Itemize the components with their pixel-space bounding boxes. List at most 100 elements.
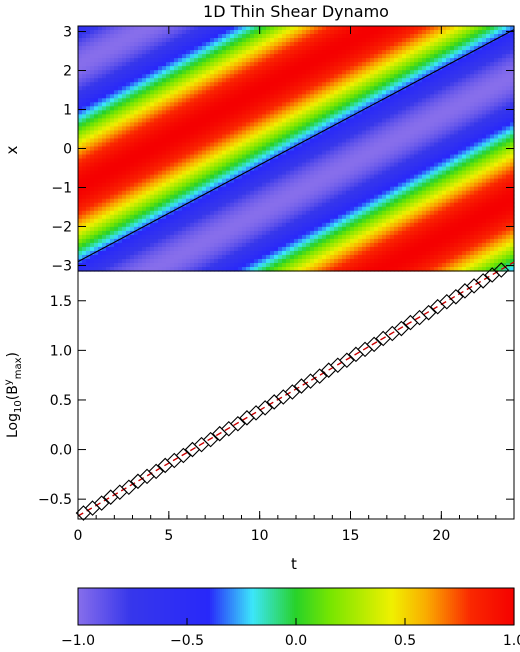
heatmap-cell bbox=[326, 34, 331, 39]
heatmap-cell bbox=[290, 194, 295, 200]
heatmap-cell bbox=[122, 46, 127, 51]
heatmap-cell bbox=[286, 82, 291, 87]
heatmap-cell bbox=[210, 210, 215, 216]
heatmap-cell bbox=[274, 174, 279, 180]
heatmap-cell bbox=[190, 98, 195, 103]
heatmap-cell bbox=[262, 262, 267, 268]
heatmap-cell bbox=[158, 166, 163, 172]
heatmap-cell bbox=[158, 254, 163, 260]
heatmap-cell bbox=[154, 66, 159, 71]
heatmap-cell bbox=[310, 62, 315, 67]
heatmap-cell bbox=[218, 222, 223, 228]
heatmap-cell bbox=[306, 114, 311, 119]
heatmap-cell bbox=[346, 226, 351, 232]
heatmap-cell bbox=[122, 190, 127, 196]
heatmap-cell bbox=[146, 46, 151, 51]
heatmap-cell bbox=[206, 170, 211, 176]
heatmap-cell bbox=[306, 126, 311, 132]
heatmap-cell bbox=[394, 98, 399, 103]
heatmap-cell bbox=[134, 70, 139, 75]
heatmap-cell bbox=[310, 218, 315, 224]
heatmap-cell bbox=[190, 206, 195, 212]
heatmap-cell bbox=[178, 150, 183, 156]
heatmap-cell bbox=[334, 162, 339, 168]
heatmap-cell bbox=[302, 94, 307, 99]
heatmap-cell bbox=[214, 218, 219, 224]
heatmap-cell bbox=[342, 82, 347, 87]
heatmap-cell bbox=[334, 138, 339, 144]
heatmap-cell bbox=[278, 218, 283, 224]
heatmap-cell bbox=[354, 258, 359, 264]
heatmap-cell bbox=[326, 182, 331, 188]
heatmap-cell bbox=[402, 30, 407, 35]
heatmap-cell bbox=[226, 98, 231, 103]
heatmap-cell bbox=[214, 126, 219, 132]
heatmap-cell bbox=[318, 142, 323, 148]
heatmap-cell bbox=[402, 206, 407, 212]
heatmap-cell bbox=[86, 34, 91, 39]
heatmap-cell bbox=[222, 190, 227, 196]
heatmap-cell bbox=[198, 262, 203, 268]
heatmap-cell bbox=[346, 114, 351, 119]
heatmap-cell bbox=[142, 142, 147, 148]
heatmap-cell bbox=[318, 150, 323, 156]
heatmap-cell bbox=[374, 190, 379, 196]
heatmap-cell bbox=[342, 46, 347, 51]
heatmap-cell bbox=[118, 114, 123, 119]
heatmap-cell bbox=[178, 98, 183, 103]
heatmap-cell bbox=[226, 194, 231, 200]
heatmap-cell bbox=[86, 26, 91, 31]
heatmap-cell bbox=[94, 62, 99, 67]
heatmap-cell bbox=[142, 250, 147, 256]
heatmap-cell bbox=[290, 30, 295, 35]
heatmap-cell bbox=[250, 26, 255, 31]
heatmap-cell bbox=[178, 186, 183, 192]
heatmap-cell bbox=[286, 90, 291, 95]
heatmap-cell bbox=[402, 74, 407, 79]
heatmap-cell bbox=[330, 86, 335, 91]
heatmap-cell bbox=[390, 62, 395, 67]
heatmap-cell bbox=[350, 250, 355, 256]
heatmap-cell bbox=[274, 74, 279, 79]
heatmap-cell bbox=[126, 106, 131, 111]
heatmap-cell bbox=[86, 98, 91, 103]
heatmap-cell bbox=[166, 126, 171, 132]
heatmap-cell bbox=[182, 154, 187, 160]
heatmap-cell bbox=[194, 182, 199, 188]
heatmap-cell bbox=[394, 30, 399, 35]
heatmap-cell bbox=[170, 202, 175, 208]
heatmap-cell bbox=[278, 118, 283, 123]
heatmap-cell bbox=[382, 34, 387, 39]
heatmap-cell bbox=[294, 238, 299, 244]
heatmap-cell bbox=[266, 46, 271, 51]
heatmap-cell bbox=[174, 158, 179, 164]
heatmap-cell bbox=[82, 54, 87, 59]
heatmap-cell bbox=[146, 78, 151, 83]
heatmap-cell bbox=[94, 110, 99, 115]
heatmap-cell bbox=[150, 194, 155, 200]
heatmap-cell bbox=[282, 74, 287, 79]
heatmap-cell bbox=[334, 58, 339, 63]
heatmap-cell bbox=[130, 74, 135, 79]
heatmap-cell bbox=[234, 226, 239, 232]
heatmap-cell bbox=[386, 90, 391, 95]
heatmap-cell bbox=[78, 122, 83, 128]
heatmap-cell bbox=[102, 90, 107, 95]
heatmap-cell bbox=[210, 250, 215, 256]
heatmap-cell bbox=[158, 158, 163, 164]
heatmap-cell bbox=[394, 198, 399, 204]
heatmap-cell bbox=[214, 266, 219, 272]
heatmap-cell bbox=[154, 258, 159, 264]
heatmap-cell bbox=[82, 198, 87, 204]
heatmap-cell bbox=[362, 78, 367, 83]
heatmap-cell bbox=[202, 262, 207, 268]
heatmap-cell bbox=[402, 98, 407, 103]
heatmap-cell bbox=[390, 150, 395, 156]
heatmap-cell bbox=[90, 242, 95, 248]
heatmap-cell bbox=[162, 198, 167, 204]
heatmap-cell bbox=[182, 238, 187, 244]
heatmap-cell bbox=[314, 146, 319, 152]
heatmap-cell bbox=[86, 166, 91, 172]
heatmap-cell bbox=[298, 154, 303, 160]
